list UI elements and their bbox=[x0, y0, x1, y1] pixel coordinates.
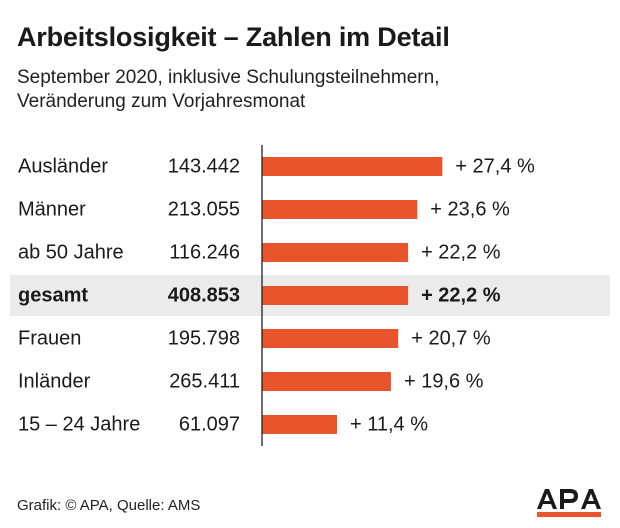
bar bbox=[262, 157, 443, 176]
subtitle-line-2: Veränderung zum Vorjahresmonat bbox=[17, 91, 306, 112]
category-label: Inländer bbox=[18, 371, 91, 393]
value-label: + 20,7 % bbox=[411, 328, 491, 350]
chart-subtitle: September 2020, inklusive Schulungsteiln… bbox=[17, 66, 607, 114]
chart-title: Arbeitslosigkeit – Zahlen im Detail bbox=[17, 22, 450, 52]
value-label: + 11,4 % bbox=[350, 414, 428, 436]
value-label: + 22,2 % bbox=[421, 285, 501, 307]
bar bbox=[262, 415, 338, 434]
category-label: Ausländer bbox=[18, 156, 108, 178]
subtitle-line-1: September 2020, inklusive Schulungsteiln… bbox=[17, 67, 440, 88]
bar bbox=[262, 200, 418, 219]
apa-logo bbox=[537, 489, 601, 517]
value-label: + 27,4 % bbox=[455, 156, 535, 178]
category-label: ab 50 Jahre bbox=[18, 242, 124, 264]
bar bbox=[262, 286, 409, 305]
count-label: 61.097 bbox=[179, 414, 240, 436]
count-label: 116.246 bbox=[169, 242, 240, 264]
category-label: 15 – 24 Jahre bbox=[18, 414, 140, 436]
bar-chart: Ausländer 143.442 + 27,4 % Männer 213.055 + 2… bbox=[10, 145, 610, 446]
category-label: Frauen bbox=[18, 328, 81, 350]
source-note: Grafik: © APA, Quelle: AMS bbox=[17, 497, 201, 514]
bar bbox=[262, 372, 391, 391]
bar bbox=[262, 243, 409, 262]
category-label: Männer bbox=[18, 199, 86, 221]
count-label: 408.853 bbox=[168, 285, 240, 307]
count-label: 213.055 bbox=[168, 199, 240, 221]
count-label: 265.411 bbox=[169, 371, 240, 393]
count-label: 195.798 bbox=[168, 328, 240, 350]
bar bbox=[262, 329, 399, 348]
category-label: gesamt bbox=[18, 285, 88, 307]
value-label: + 22,2 % bbox=[421, 242, 501, 264]
value-label: + 23,6 % bbox=[430, 199, 510, 221]
value-label: + 19,6 % bbox=[404, 371, 484, 393]
count-label: 143.442 bbox=[168, 156, 240, 178]
